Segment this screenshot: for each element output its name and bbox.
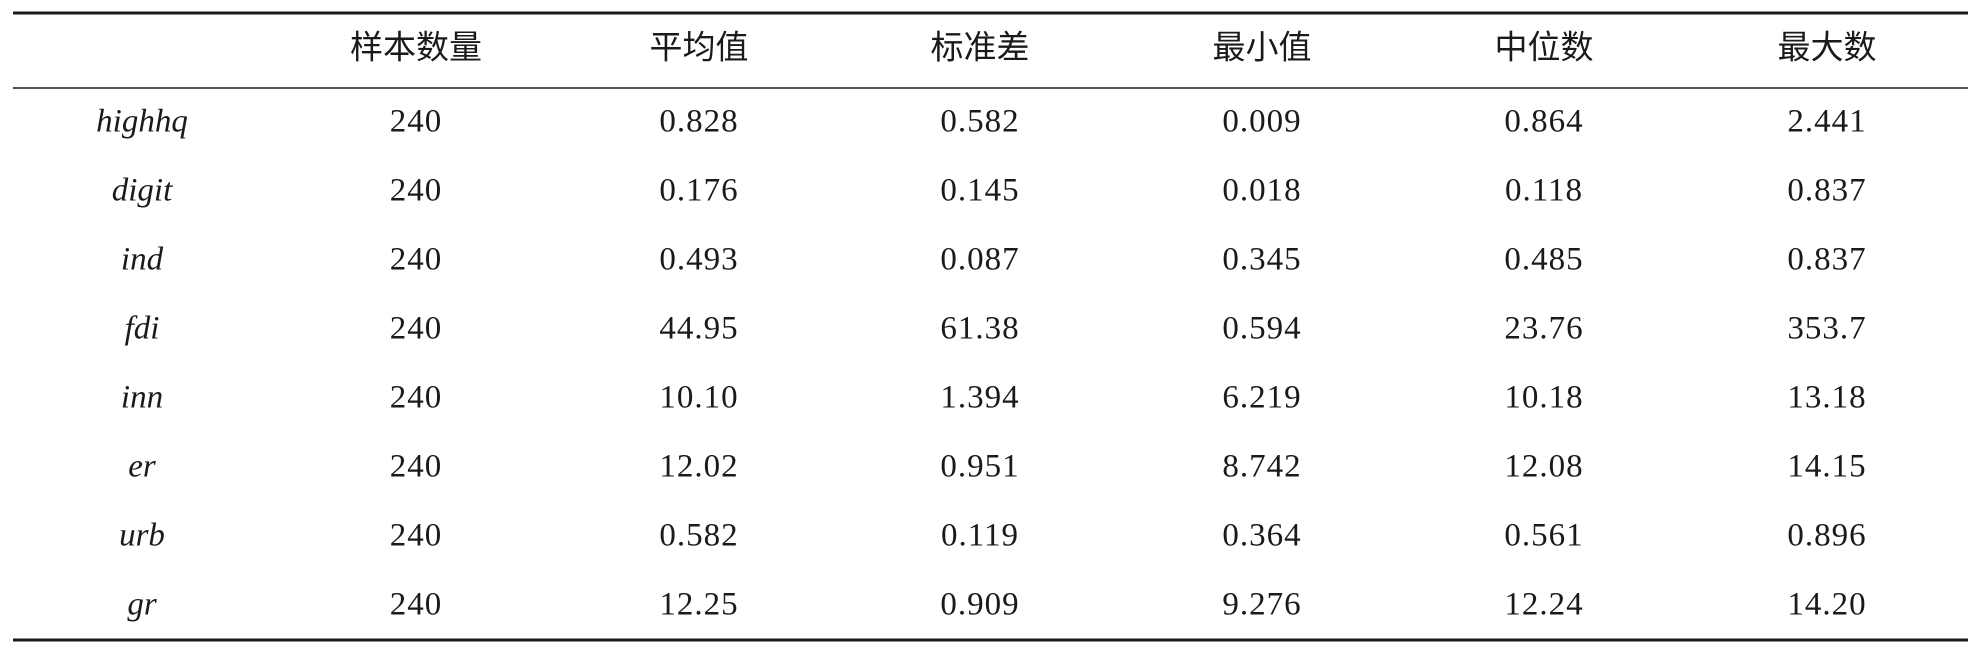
table-cell: 44.95 [659, 311, 738, 347]
table-cell: 240 [390, 587, 443, 623]
table-cell: 240 [390, 311, 443, 347]
table-cell: 8.742 [1222, 449, 1301, 485]
table-cell: 2.441 [1787, 104, 1866, 140]
table-cell: 0.594 [1222, 311, 1301, 347]
table-cell: 1.394 [940, 380, 1019, 416]
table-cell: 0.828 [659, 104, 738, 140]
row-label: er [128, 449, 156, 485]
table-cell: 12.02 [659, 449, 738, 485]
table-cell: 240 [390, 173, 443, 209]
table-cell: 240 [390, 518, 443, 554]
table-cell: 0.485 [1504, 242, 1583, 278]
table-cell: 0.582 [659, 518, 738, 554]
table-cell: 0.837 [1787, 242, 1866, 278]
table-cell: 0.119 [941, 518, 1019, 554]
table-cell: 10.10 [659, 380, 738, 416]
table-cell: 0.364 [1222, 518, 1301, 554]
row-label: fdi [125, 311, 160, 347]
table-cell: 240 [390, 242, 443, 278]
table-cell: 9.276 [1222, 587, 1301, 623]
table-cell: 0.145 [940, 173, 1019, 209]
row-label: urb [119, 518, 165, 554]
column-header: 标准差 [931, 30, 1030, 67]
table-cell: 0.864 [1504, 104, 1583, 140]
table-cell: 353.7 [1787, 311, 1866, 347]
table-cell: 240 [390, 449, 443, 485]
table-cell: 12.08 [1504, 449, 1583, 485]
table-cell: 12.24 [1504, 587, 1583, 623]
table-cell: 0.837 [1787, 173, 1866, 209]
table-cell: 6.219 [1222, 380, 1301, 416]
table-cell: 0.951 [940, 449, 1019, 485]
table-cell: 10.18 [1504, 380, 1583, 416]
table-cell: 0.909 [940, 587, 1019, 623]
column-header: 平均值 [650, 30, 749, 67]
table-cell: 61.38 [940, 311, 1019, 347]
table-cell: 240 [390, 380, 443, 416]
table-cell: 12.25 [659, 587, 738, 623]
column-header: 中位数 [1495, 30, 1594, 67]
table-cell: 0.561 [1504, 518, 1583, 554]
column-header: 样本数量 [350, 30, 482, 67]
table-cell: 0.582 [940, 104, 1019, 140]
table-cell: 0.018 [1222, 173, 1301, 209]
table-cell: 13.18 [1787, 380, 1866, 416]
table-cell: 240 [390, 104, 443, 140]
table-cell: 0.176 [659, 173, 738, 209]
row-label: ind [121, 242, 164, 278]
table-cell: 23.76 [1504, 311, 1583, 347]
row-label: digit [112, 173, 173, 209]
table-cell: 14.20 [1787, 587, 1866, 623]
table-cell: 0.009 [1222, 104, 1301, 140]
row-label: highhq [96, 104, 188, 140]
column-header: 最小值 [1213, 30, 1312, 67]
column-header: 最大数 [1778, 30, 1877, 67]
table-cell: 0.896 [1787, 518, 1866, 554]
table-cell: 14.15 [1787, 449, 1866, 485]
table-cell: 0.118 [1505, 173, 1583, 209]
row-label: inn [121, 380, 163, 416]
table-cell: 0.087 [940, 242, 1019, 278]
table-cell: 0.345 [1222, 242, 1301, 278]
row-label: gr [127, 587, 157, 623]
table-cell: 0.493 [659, 242, 738, 278]
